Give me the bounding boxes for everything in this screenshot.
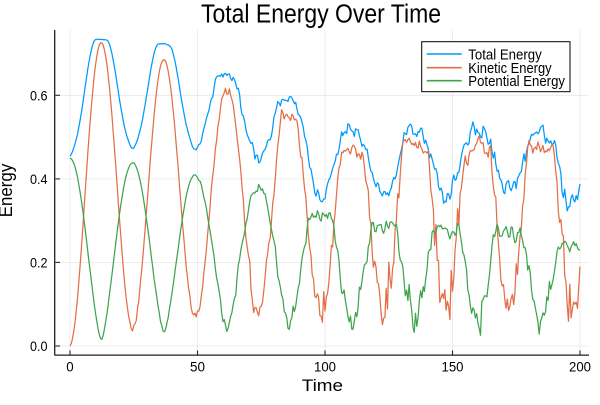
svg-text:0.2: 0.2 (30, 255, 48, 270)
svg-text:Kinetic Energy: Kinetic Energy (468, 60, 552, 77)
svg-text:0: 0 (66, 359, 73, 374)
svg-text:50: 50 (190, 359, 205, 374)
svg-text:Total Energy: Total Energy (468, 46, 542, 63)
svg-text:Energy: Energy (0, 164, 16, 218)
svg-text:100: 100 (314, 359, 336, 374)
svg-text:200: 200 (569, 359, 591, 374)
svg-text:Potential Energy: Potential Energy (468, 73, 565, 90)
svg-text:0.4: 0.4 (30, 172, 48, 187)
svg-text:Time: Time (302, 376, 343, 395)
svg-text:Total Energy Over Time: Total Energy Over Time (201, 1, 441, 29)
svg-text:0.6: 0.6 (30, 88, 48, 103)
svg-text:0.0: 0.0 (30, 339, 48, 354)
svg-text:150: 150 (442, 359, 464, 374)
